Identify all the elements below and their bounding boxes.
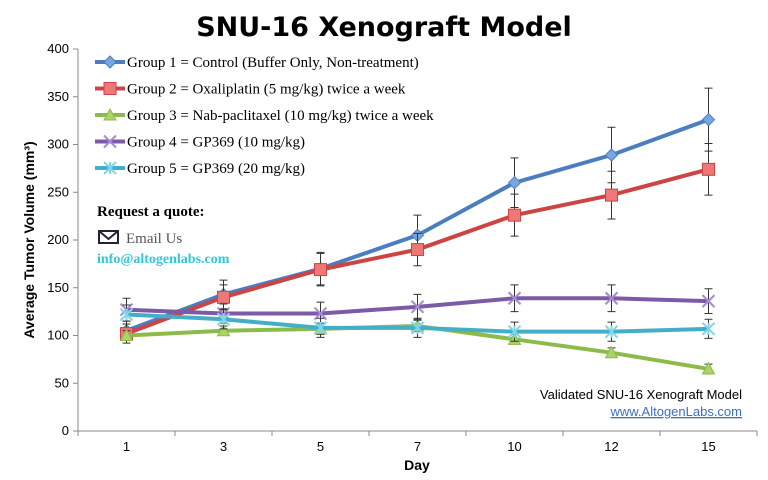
envelope-icon[interactable] — [98, 230, 119, 244]
data-point — [216, 323, 231, 337]
y-tick-label: 0 — [62, 423, 69, 438]
legend-entry-3: Group 3 = Nab-paclitaxel (10 mg/kg) twic… — [95, 107, 434, 124]
y-tick-label: 150 — [47, 280, 69, 295]
series-2 — [120, 143, 715, 344]
data-point — [313, 321, 328, 335]
x-tick-label: 3 — [220, 439, 227, 454]
data-point — [508, 208, 521, 222]
validated-caption: Validated SNU-16 Xenograft Model — [540, 387, 742, 402]
legend-entry-1: Group 1 = Control (Buffer Only, Non-trea… — [95, 55, 419, 71]
legend-label: Group 3 = Nab-paclitaxel (10 mg/kg) twic… — [127, 108, 434, 124]
data-point — [702, 162, 715, 176]
x-axis-label: Day — [404, 457, 430, 473]
legend-label: Group 2 = Oxaliplatin (5 mg/kg) twice a … — [127, 82, 406, 98]
data-point — [604, 324, 619, 339]
data-point — [604, 148, 619, 162]
legend-marker — [103, 134, 117, 149]
y-tick-label: 50 — [55, 375, 69, 390]
data-point — [701, 112, 716, 127]
x-tick-label: 15 — [701, 439, 715, 454]
series-5 — [119, 304, 716, 342]
email-us-link[interactable]: Email Us — [126, 231, 182, 247]
y-tick-label: 250 — [47, 184, 69, 199]
website-link[interactable]: www.AltogenLabs.com — [609, 404, 742, 419]
legend-marker — [103, 82, 117, 95]
data-point — [314, 263, 327, 277]
y-tick-label: 350 — [47, 89, 69, 104]
legend-label: Group 5 = GP369 (20 mg/kg) — [127, 161, 305, 177]
data-point — [410, 321, 425, 335]
legend-marker — [103, 161, 117, 175]
data-point — [701, 294, 716, 308]
legend-marker — [103, 55, 117, 69]
data-point — [701, 361, 716, 375]
data-point — [605, 188, 618, 202]
data-point — [313, 306, 328, 321]
x-tick-label: 1 — [123, 439, 130, 454]
data-point — [119, 328, 134, 341]
legend-label: Group 4 = GP369 (10 mg/kg) — [127, 135, 305, 151]
legend-entry-4: Group 4 = GP369 (10 mg/kg) — [95, 135, 305, 151]
data-point — [604, 345, 619, 359]
legend-entry-5: Group 5 = GP369 (20 mg/kg) — [95, 161, 305, 177]
chart-title: SNU-16 Xenograft Model — [196, 12, 572, 43]
y-tick-label: 200 — [47, 232, 69, 247]
y-tick-label: 100 — [47, 328, 69, 343]
legend-entry-2: Group 2 = Oxaliplatin (5 mg/kg) twice a … — [95, 82, 406, 98]
request-quote-heading: Request a quote: — [97, 204, 205, 220]
x-tick-label: 12 — [604, 439, 618, 454]
y-axis-label: Average Tumor Volume (mm³) — [21, 141, 37, 338]
legend-marker — [103, 107, 117, 121]
data-point — [507, 324, 522, 339]
data-point — [216, 312, 231, 326]
data-point — [701, 322, 716, 336]
data-point — [507, 175, 522, 190]
data-point — [217, 290, 230, 304]
x-tick-label: 10 — [507, 439, 521, 454]
y-tick-label: 400 — [47, 41, 69, 56]
data-point — [411, 243, 424, 257]
email-address-link[interactable]: info@altogenlabs.com — [97, 252, 230, 267]
legend-label: Group 1 = Control (Buffer Only, Non-trea… — [127, 55, 419, 71]
data-point — [604, 291, 619, 305]
x-tick-label: 5 — [317, 439, 324, 454]
y-tick-label: 300 — [47, 137, 69, 152]
data-point — [410, 300, 425, 314]
x-tick-label: 7 — [414, 439, 421, 454]
data-point — [507, 291, 522, 305]
data-point — [119, 307, 134, 322]
